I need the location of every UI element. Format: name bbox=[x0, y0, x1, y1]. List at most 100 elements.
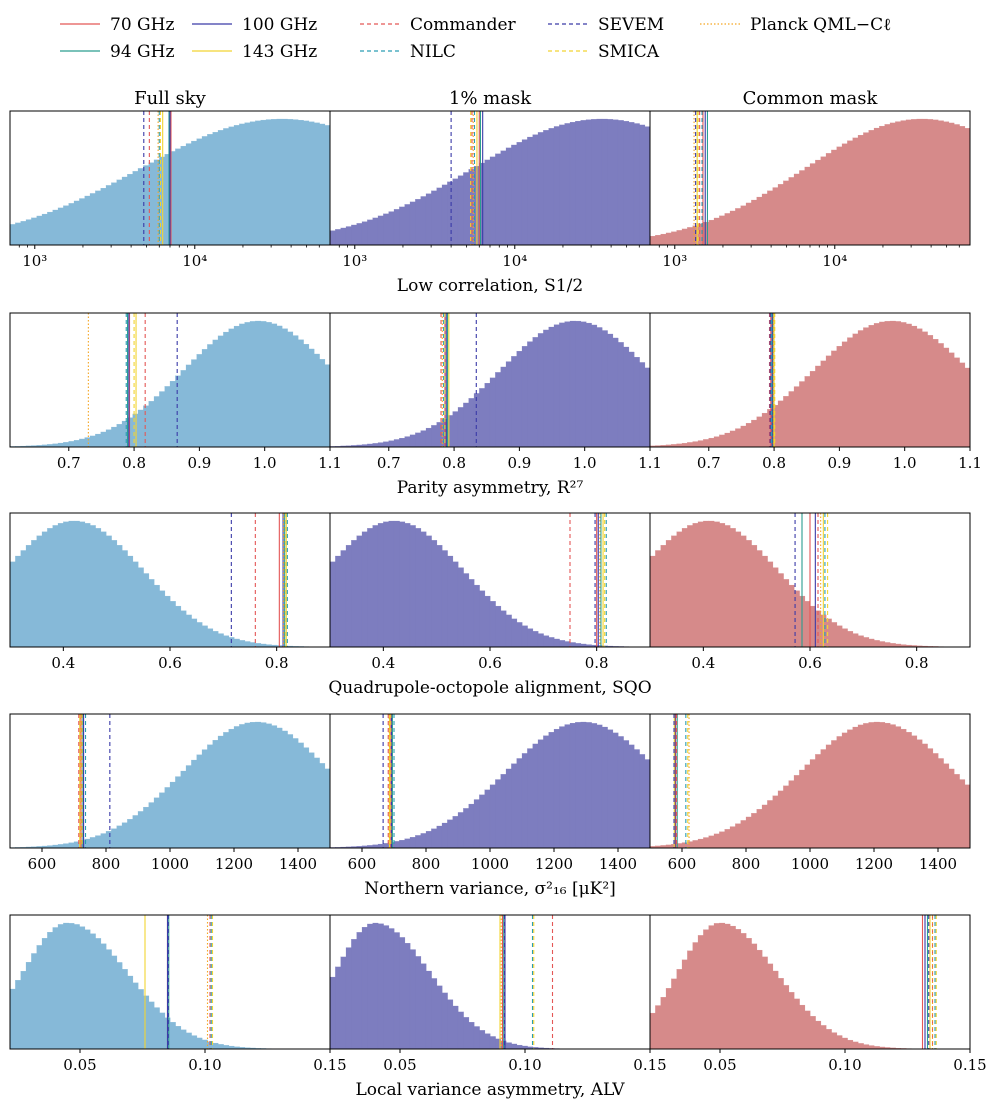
hist-bar bbox=[441, 822, 448, 849]
hist-bar bbox=[633, 749, 640, 849]
hist-bar bbox=[185, 364, 192, 448]
hist-bar bbox=[527, 628, 534, 648]
hist-bar bbox=[857, 134, 864, 246]
hist-bar bbox=[191, 618, 198, 648]
hist-bar bbox=[191, 140, 198, 246]
hist-bar bbox=[607, 333, 614, 448]
hist-bar bbox=[404, 523, 411, 648]
hist-bar bbox=[383, 925, 390, 1050]
hist-bar bbox=[905, 323, 912, 448]
hist-bar bbox=[905, 119, 912, 246]
hist-bar bbox=[415, 835, 422, 849]
hist-bar bbox=[857, 1043, 864, 1050]
x-tick-label: 1.0 bbox=[573, 454, 597, 472]
hist-bar bbox=[676, 230, 683, 246]
panel-4-2: 0.05 0.10 0.15 bbox=[649, 914, 987, 1074]
hist-bar bbox=[57, 844, 64, 849]
hist-bar bbox=[863, 723, 870, 849]
hist-bar bbox=[95, 528, 102, 648]
hist-bar bbox=[79, 521, 86, 648]
hist-bar bbox=[719, 922, 726, 1050]
hist-bar bbox=[516, 622, 523, 648]
hist-bar bbox=[255, 643, 262, 648]
hist-bar bbox=[217, 130, 224, 246]
hist-bar bbox=[153, 584, 160, 648]
hist-bar bbox=[100, 188, 107, 246]
hist-bar bbox=[447, 819, 454, 849]
hist-bar bbox=[761, 804, 768, 849]
hist-bar bbox=[127, 174, 134, 246]
hist-bar bbox=[767, 561, 774, 648]
hist-bar bbox=[212, 740, 219, 849]
hist-bar bbox=[857, 330, 864, 448]
hist-bar bbox=[809, 1016, 816, 1050]
hist-bar bbox=[788, 584, 795, 648]
x-tick-label: 0.15 bbox=[313, 1056, 346, 1074]
panel-3-1: 600 800 1000 1200 1400 bbox=[329, 713, 651, 873]
x-tick-label: 0.6 bbox=[158, 654, 182, 672]
hist-bar bbox=[463, 808, 470, 849]
hist-bar bbox=[543, 130, 550, 246]
hist-bar bbox=[601, 118, 608, 246]
hist-bar bbox=[511, 144, 518, 246]
hist-bar bbox=[121, 550, 128, 648]
hist-bar bbox=[879, 125, 886, 246]
hist-bar bbox=[84, 195, 91, 246]
hist-bar bbox=[169, 781, 176, 849]
hist-bar bbox=[532, 337, 539, 448]
hist-bar bbox=[143, 806, 150, 849]
hist-bar bbox=[681, 228, 688, 246]
hist-bar bbox=[276, 325, 283, 448]
hist-bar bbox=[751, 545, 758, 648]
hist-bar bbox=[793, 386, 800, 448]
hist-bar bbox=[953, 357, 960, 448]
x-tick-label: 1200 bbox=[215, 855, 253, 873]
hist-bar bbox=[777, 790, 784, 849]
hist-bar bbox=[623, 121, 630, 246]
hist-bar bbox=[473, 799, 480, 849]
hist-bar bbox=[20, 550, 27, 648]
hist-bar bbox=[452, 561, 459, 648]
hist-bar bbox=[105, 429, 112, 448]
hist-bar bbox=[729, 210, 736, 246]
hist-bar bbox=[425, 535, 432, 648]
hist-bar bbox=[841, 1037, 848, 1050]
hist-bar bbox=[52, 525, 59, 648]
hist-bar bbox=[457, 1011, 464, 1050]
hist-bar bbox=[79, 198, 86, 246]
hist-bar bbox=[505, 147, 512, 246]
hist-bar bbox=[852, 1041, 859, 1050]
hist-bar bbox=[697, 935, 704, 1050]
column-title-0: Full sky bbox=[134, 88, 206, 109]
hist-bar bbox=[367, 528, 374, 648]
hist-bar bbox=[772, 795, 779, 849]
hist-bar bbox=[121, 176, 128, 246]
hist-bar bbox=[489, 156, 496, 246]
hist-bar bbox=[415, 956, 422, 1050]
hist-bar bbox=[548, 326, 555, 448]
hist-bar bbox=[660, 997, 667, 1050]
hist-bar bbox=[836, 736, 843, 849]
hist-bar bbox=[815, 159, 822, 246]
hist-bar bbox=[159, 1012, 166, 1050]
hist-bar bbox=[687, 525, 694, 648]
hist-bar bbox=[393, 439, 400, 448]
hist-bar bbox=[420, 430, 427, 448]
hist-bar bbox=[25, 545, 32, 648]
hist-bar bbox=[895, 726, 902, 849]
x-tick-label: 0.4 bbox=[51, 654, 75, 672]
hist-bar bbox=[116, 179, 123, 246]
hist-bar bbox=[223, 331, 230, 448]
hist-bar bbox=[591, 119, 598, 246]
hist-bar bbox=[889, 320, 896, 448]
hist-bar bbox=[201, 625, 208, 648]
x-tick-label: 0.6 bbox=[798, 654, 822, 672]
hist-bar bbox=[820, 156, 827, 246]
hist-bar bbox=[239, 640, 246, 648]
x-tick-label: 1.1 bbox=[318, 454, 342, 472]
hist-bar bbox=[820, 749, 827, 849]
hist-bar bbox=[100, 943, 107, 1050]
hist-bar bbox=[740, 535, 747, 648]
hist-bar bbox=[335, 555, 342, 648]
hist-bar bbox=[804, 376, 811, 448]
